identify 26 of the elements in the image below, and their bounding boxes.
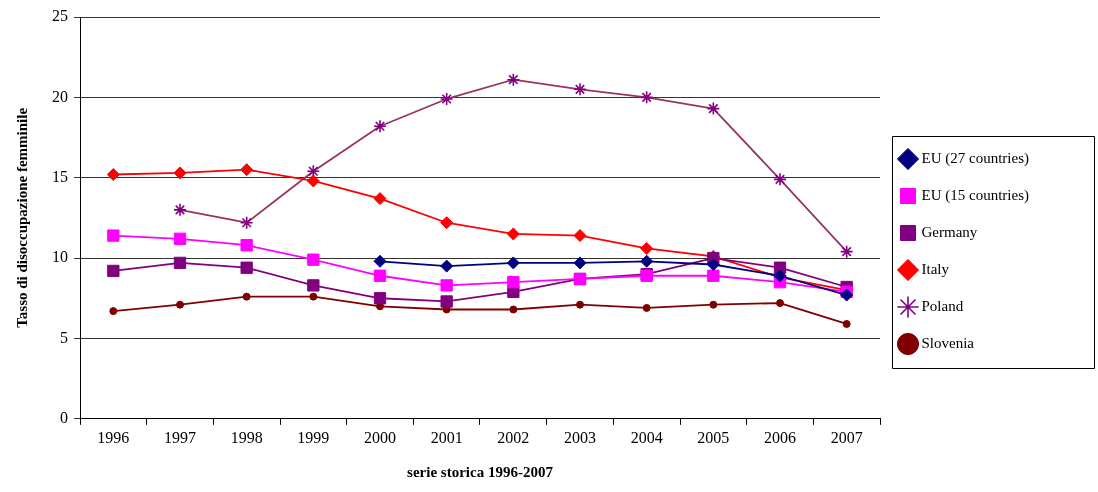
legend-label: Germany [921, 223, 978, 240]
x-tick-label: 1996 [97, 428, 130, 446]
y-tick-label: 5 [60, 328, 68, 346]
y-axis-title: Tasso di disoccupazione femminile [13, 107, 30, 328]
x-tick-label: 2005 [697, 428, 730, 446]
y-tick-label: 15 [52, 167, 68, 185]
x-tick-label: 1999 [297, 428, 330, 446]
x-tick-label: 2001 [430, 428, 463, 446]
legend-label: Poland [921, 297, 964, 314]
x-tick-label: 2003 [564, 428, 596, 446]
legend-label: Italy [921, 260, 950, 277]
x-tick-label: 2002 [497, 428, 530, 446]
y-tick-label: 10 [52, 248, 68, 266]
x-axis-title: serie storica 1996-2007 [407, 463, 554, 480]
y-tick-label: 20 [52, 87, 68, 105]
x-tick-label: 2004 [630, 428, 663, 446]
x-tick-label: 2007 [830, 428, 863, 446]
y-tick-label: 0 [60, 409, 68, 426]
legend-label: EU (27 countries) [921, 149, 1029, 167]
x-tick-label: 1997 [164, 428, 196, 446]
x-tick-label: 2006 [764, 428, 796, 446]
legend-label: EU (15 countries) [921, 186, 1029, 204]
x-tick-label: 1998 [230, 428, 263, 446]
x-tick-label: 2000 [364, 428, 396, 446]
y-tick-label: 25 [52, 7, 68, 25]
legend-label: Slovenia [921, 334, 975, 351]
